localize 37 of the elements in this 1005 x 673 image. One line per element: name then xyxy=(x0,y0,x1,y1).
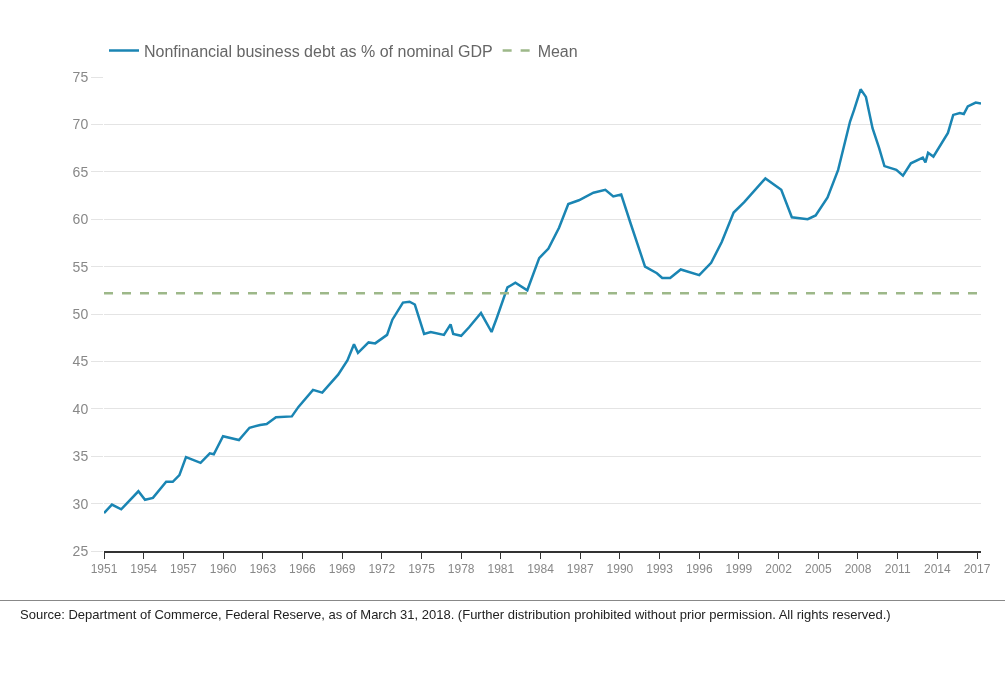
x-tick-label: 1993 xyxy=(646,562,674,577)
x-tick-label: 1969 xyxy=(328,562,356,577)
x-tick-label: 1990 xyxy=(606,562,634,577)
x-tick-label: 1960 xyxy=(209,562,237,577)
y-tick-label: 65 xyxy=(72,163,89,180)
x-tick-label: 1996 xyxy=(685,562,713,577)
y-tick-label: 75 xyxy=(72,68,89,85)
x-tick-label: 2011 xyxy=(884,562,911,577)
y-tick-label: 55 xyxy=(72,258,89,275)
source-note: Source: Department of Commerce, Federal Reserve, as of March 31, 2018. (Further distribution prohibited without prior permission. All rights reserved.) xyxy=(20,606,892,624)
y-tick-label: 40 xyxy=(72,400,89,417)
y-tick-label: 30 xyxy=(72,495,89,512)
x-tick-label: 1972 xyxy=(368,562,396,577)
x-tick-label: 1975 xyxy=(408,562,436,577)
y-tick-label: 50 xyxy=(72,305,89,322)
x-tick-label: 1984 xyxy=(527,562,555,577)
x-tick-label: 2017 xyxy=(963,562,991,577)
x-tick-label: 1963 xyxy=(249,562,277,577)
x-tick-label: 1954 xyxy=(130,562,158,577)
y-tick-label: 25 xyxy=(72,542,89,559)
y-tick-label: 45 xyxy=(72,353,89,370)
x-tick-label: 2014 xyxy=(924,562,952,577)
y-tick-label: 35 xyxy=(72,448,89,465)
x-tick-label: 2002 xyxy=(765,562,793,577)
x-tick-label: 1981 xyxy=(487,562,515,577)
x-tick-label: 2008 xyxy=(844,562,872,577)
x-tick-label: 1987 xyxy=(566,562,594,577)
x-tick-label: 1951 xyxy=(90,562,118,577)
legend-label: Mean xyxy=(537,42,578,60)
x-tick-label: 1978 xyxy=(447,562,475,577)
legend-label: Nonfinancial business debt as % of nominal GDP xyxy=(144,42,493,60)
x-tick-label: 1957 xyxy=(170,562,198,577)
x-tick-label: 1999 xyxy=(725,562,753,577)
x-tick-label: 1966 xyxy=(289,562,317,577)
x-tick-label: 2005 xyxy=(804,562,832,577)
y-tick-label: 60 xyxy=(72,211,89,228)
y-tick-label: 70 xyxy=(72,116,89,133)
